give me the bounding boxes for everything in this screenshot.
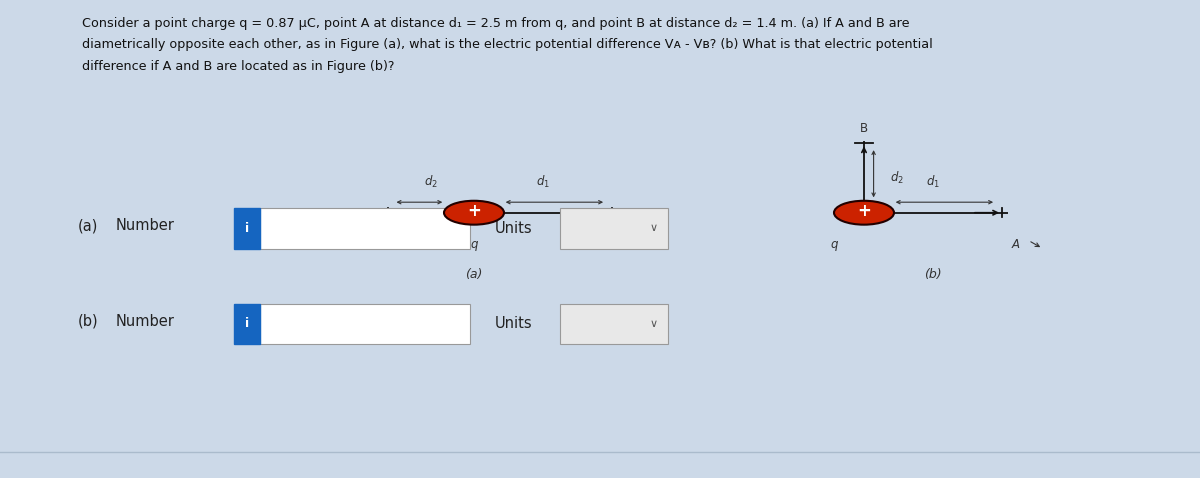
Text: Consider a point charge q = 0.87 μC, point A at distance d₁ = 2.5 m from q, and : Consider a point charge q = 0.87 μC, poi… [82, 17, 910, 30]
Text: diametrically opposite each other, as in Figure (a), what is the electric potent: diametrically opposite each other, as in… [82, 38, 932, 51]
Text: Number: Number [115, 314, 174, 329]
Text: i: i [245, 222, 250, 235]
Bar [560, 208, 668, 249]
Text: (a): (a) [466, 268, 482, 281]
Text: B: B [378, 238, 385, 250]
Text: ∨: ∨ [650, 319, 658, 329]
Text: (a): (a) [78, 218, 98, 233]
Text: $A$: $A$ [1012, 238, 1021, 250]
Text: $d_1$: $d_1$ [536, 174, 550, 190]
Text: (b): (b) [924, 268, 942, 281]
Circle shape [444, 201, 504, 225]
Text: $d_2$: $d_2$ [424, 174, 438, 190]
Text: $d_2$: $d_2$ [890, 170, 905, 186]
Bar [234, 304, 260, 344]
Bar [560, 304, 668, 344]
Circle shape [834, 201, 894, 225]
Text: (b): (b) [78, 314, 98, 329]
Text: A: A [608, 238, 616, 250]
Text: q: q [830, 238, 838, 250]
Text: Units: Units [494, 221, 532, 236]
Text: difference if A and B are located as in Figure (b)?: difference if A and B are located as in … [82, 60, 394, 73]
Text: $d_1$: $d_1$ [926, 174, 940, 190]
Text: i: i [245, 317, 250, 330]
Text: +: + [467, 202, 481, 220]
Text: +: + [857, 202, 871, 220]
Text: ∨: ∨ [650, 223, 658, 233]
Bar [234, 208, 260, 249]
Text: B: B [860, 122, 868, 135]
Text: Units: Units [494, 316, 532, 331]
Bar [260, 208, 470, 249]
Text: q: q [470, 238, 478, 250]
Bar [260, 304, 470, 344]
Text: Number: Number [115, 218, 174, 233]
